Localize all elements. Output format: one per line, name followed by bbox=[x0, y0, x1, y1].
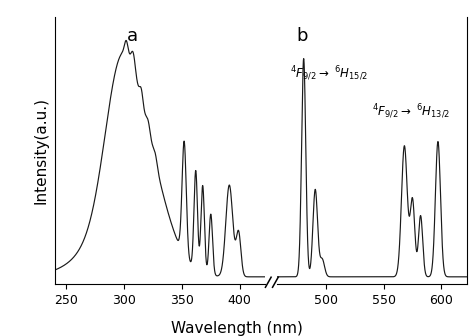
Text: Wavelength (nm): Wavelength (nm) bbox=[171, 321, 303, 336]
Text: a: a bbox=[127, 28, 138, 45]
Text: $^4F_{9/2}\rightarrow\ ^6H_{15/2}$: $^4F_{9/2}\rightarrow\ ^6H_{15/2}$ bbox=[291, 65, 368, 83]
Text: b: b bbox=[296, 28, 308, 45]
Text: $^4F_{9/2}\rightarrow\ ^6H_{13/2}$: $^4F_{9/2}\rightarrow\ ^6H_{13/2}$ bbox=[372, 102, 450, 121]
Y-axis label: Intensity(a.u.): Intensity(a.u.) bbox=[34, 97, 49, 204]
